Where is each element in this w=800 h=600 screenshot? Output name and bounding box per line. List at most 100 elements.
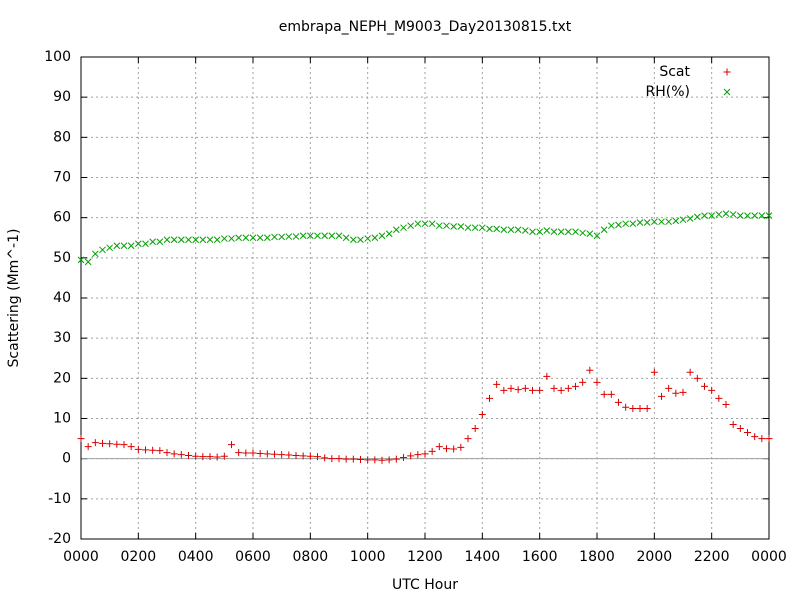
point	[120, 441, 128, 449]
y-tick-label: 10	[53, 411, 71, 427]
point	[206, 453, 214, 461]
point	[228, 441, 235, 449]
point	[478, 224, 486, 232]
point	[142, 240, 149, 248]
point	[457, 223, 465, 230]
point	[586, 366, 594, 374]
chart-title: embrapa_NEPH_M9003_Day20130815.txt	[279, 19, 572, 35]
point	[672, 217, 680, 225]
point	[306, 232, 314, 240]
point	[342, 234, 350, 242]
y-tick-label: 20	[53, 370, 71, 386]
point	[99, 246, 106, 254]
point	[435, 443, 443, 451]
point	[392, 455, 400, 463]
point	[357, 455, 364, 463]
point	[134, 445, 142, 453]
point	[579, 378, 587, 386]
point	[156, 238, 164, 246]
point	[607, 222, 615, 230]
point	[543, 372, 551, 380]
point	[349, 455, 357, 463]
point	[593, 378, 601, 386]
point	[299, 232, 307, 240]
point	[450, 445, 458, 453]
y-tick-label: 70	[53, 170, 71, 186]
y-axis-label: Scattering (Mm^-1)	[6, 229, 22, 368]
point	[213, 236, 221, 244]
point	[91, 439, 99, 447]
y-tick-label: 50	[53, 250, 71, 266]
point	[600, 226, 608, 234]
point	[249, 234, 257, 242]
point	[314, 232, 321, 240]
point	[450, 223, 458, 230]
point	[134, 240, 142, 248]
point	[185, 236, 192, 244]
point	[77, 256, 85, 264]
point	[321, 454, 329, 462]
point	[751, 212, 759, 220]
point	[407, 222, 415, 230]
point	[615, 398, 622, 406]
point	[199, 236, 207, 244]
point	[185, 451, 192, 459]
point	[514, 386, 522, 394]
point	[364, 456, 372, 464]
point	[428, 220, 436, 228]
point	[471, 224, 479, 232]
x-tick-label: 1400	[465, 549, 501, 565]
point	[414, 451, 422, 459]
point	[271, 450, 278, 458]
point	[457, 443, 465, 451]
point	[163, 449, 171, 457]
point	[529, 386, 536, 394]
x-tick-label: 0000	[63, 549, 99, 565]
point	[192, 236, 200, 244]
point	[758, 212, 766, 220]
point	[220, 452, 228, 460]
point	[77, 435, 85, 443]
x-tick-label: 1200	[407, 549, 443, 565]
point	[736, 212, 744, 220]
x-tick-label: 0000	[751, 549, 787, 565]
x-tick-label: 1600	[522, 549, 558, 565]
point	[428, 447, 436, 455]
point	[521, 227, 529, 234]
point	[407, 452, 415, 460]
point	[744, 429, 751, 437]
point	[464, 224, 472, 232]
point	[292, 233, 300, 240]
y-tick-label: 0	[62, 451, 71, 467]
x-tick-label: 0200	[121, 549, 157, 565]
point	[349, 236, 357, 244]
point	[579, 229, 587, 237]
point	[149, 446, 157, 454]
point	[486, 225, 493, 233]
legend-marker	[723, 68, 731, 76]
point	[242, 234, 250, 242]
point	[228, 235, 235, 242]
point	[607, 390, 615, 398]
y-tick-label: -20	[48, 531, 71, 547]
point	[665, 218, 673, 226]
point	[263, 450, 271, 458]
legend-marker	[723, 88, 731, 96]
x-tick-label: 0800	[293, 549, 329, 565]
point	[378, 232, 386, 240]
point	[113, 242, 121, 250]
point	[84, 443, 92, 451]
point	[400, 224, 407, 232]
point	[572, 382, 579, 390]
point	[622, 403, 630, 411]
point	[536, 386, 544, 394]
point	[220, 235, 228, 242]
point	[342, 455, 350, 463]
point	[314, 453, 321, 461]
point	[84, 258, 92, 266]
point	[421, 220, 429, 228]
y-tick-label: -10	[48, 491, 71, 507]
point	[493, 225, 501, 233]
